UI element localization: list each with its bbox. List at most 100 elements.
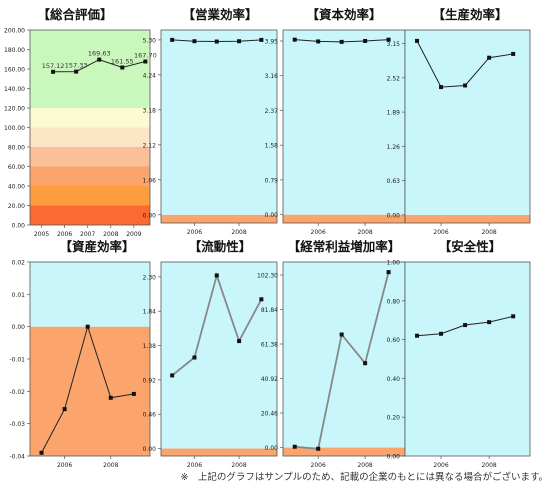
data-point bbox=[74, 69, 79, 74]
background-band bbox=[30, 30, 150, 108]
y-tick-label: 180.00 bbox=[4, 47, 25, 54]
x-tick-label: 2008 bbox=[357, 462, 372, 469]
y-tick-label: 5.30 bbox=[143, 37, 157, 44]
data-point bbox=[487, 320, 492, 325]
y-tick-label: 0.00 bbox=[265, 212, 279, 219]
data-point bbox=[62, 407, 67, 412]
y-tick-label: 1.84 bbox=[143, 309, 157, 316]
x-tick-label: 2006 bbox=[57, 462, 72, 469]
data-point bbox=[143, 59, 148, 64]
x-tick-label: 2006 bbox=[57, 231, 72, 238]
y-tick-label: 0.00 bbox=[12, 324, 26, 331]
y-tick-label: 80.00 bbox=[8, 145, 25, 152]
x-tick-label: 2006 bbox=[187, 229, 202, 236]
y-tick-label: 2.30 bbox=[143, 274, 157, 281]
y-tick-label: 20.00 bbox=[8, 203, 25, 210]
y-tick-label: 40.92 bbox=[261, 376, 278, 383]
x-tick-label: 2008 bbox=[231, 229, 246, 236]
data-point bbox=[170, 37, 175, 42]
background-band bbox=[30, 108, 150, 128]
chart-title: 【経常利益増加率】 bbox=[288, 239, 401, 254]
y-tick-label: 120.00 bbox=[4, 106, 25, 113]
y-tick-label: -0.02 bbox=[9, 389, 25, 396]
chart-panel-8: 【安全性】 0.00 0.20 0.40 0.60 0.80 1.00 2006 2008 bbox=[387, 239, 531, 469]
data-point bbox=[237, 339, 242, 344]
chart-panel-6: 【流動性】 0.00 0.46 0.92 1.38 1.84 2.30 2006 2008 bbox=[143, 239, 278, 469]
background-band bbox=[30, 326, 150, 456]
plot-frame bbox=[160, 29, 278, 224]
y-tick-label: 0.20 bbox=[387, 415, 401, 422]
y-tick-label: 1.89 bbox=[387, 110, 401, 117]
x-tick-label: 2008 bbox=[481, 229, 496, 236]
y-tick-label: 60.00 bbox=[8, 164, 25, 171]
background-band bbox=[30, 186, 150, 206]
y-tick-label: 0.60 bbox=[387, 337, 401, 344]
data-label: 169.63 bbox=[88, 50, 111, 58]
data-label: 157.12 bbox=[42, 62, 65, 70]
x-tick-label: 2005 bbox=[34, 231, 49, 238]
y-tick-label: -0.04 bbox=[9, 454, 25, 461]
data-point bbox=[237, 39, 242, 44]
y-tick-label: 2.12 bbox=[143, 142, 157, 149]
background-band bbox=[161, 262, 277, 449]
y-tick-label: 0.92 bbox=[143, 377, 157, 384]
data-point bbox=[511, 314, 516, 319]
chart-title: 【総合評価】 bbox=[37, 7, 112, 22]
background-band bbox=[161, 30, 277, 215]
data-label: 157.33 bbox=[65, 62, 88, 70]
y-tick-label: 1.38 bbox=[143, 343, 157, 350]
data-point bbox=[386, 37, 391, 42]
y-tick-label: 40.00 bbox=[8, 184, 25, 191]
y-tick-label: 61.38 bbox=[261, 342, 278, 349]
chart-title: 【資産効率】 bbox=[59, 239, 134, 254]
y-tick-label: 1.26 bbox=[387, 144, 401, 151]
data-point bbox=[131, 391, 136, 396]
data-point bbox=[97, 57, 102, 62]
background-band bbox=[30, 262, 150, 327]
plot-frame bbox=[404, 29, 531, 224]
x-tick-label: 2007 bbox=[80, 231, 95, 238]
data-label: 167.70 bbox=[134, 51, 157, 59]
data-point bbox=[415, 38, 420, 43]
x-tick-label: 2008 bbox=[103, 462, 118, 469]
x-tick-label: 2008 bbox=[357, 229, 372, 236]
data-point bbox=[386, 270, 391, 275]
y-tick-label: 0.01 bbox=[12, 292, 26, 299]
chart-panel-3: 【資本効率】 0.00 0.79 1.58 2.37 3.16 3.95 2006 2008 bbox=[265, 7, 406, 236]
y-tick-label: 81.84 bbox=[261, 307, 278, 314]
y-tick-label: 0.63 bbox=[387, 178, 401, 185]
y-tick-label: 3.16 bbox=[265, 73, 279, 80]
data-point bbox=[259, 297, 264, 302]
background-band bbox=[405, 30, 530, 215]
y-tick-label: 0.00 bbox=[265, 445, 279, 452]
y-tick-label: 200.00 bbox=[4, 28, 25, 35]
y-tick-label: 0.00 bbox=[143, 212, 157, 219]
background-band bbox=[405, 214, 530, 223]
x-tick-label: 2008 bbox=[103, 231, 118, 238]
y-tick-label: 102.30 bbox=[257, 272, 278, 279]
x-tick-label: 2009 bbox=[126, 231, 141, 238]
background-band bbox=[161, 214, 277, 223]
data-point bbox=[39, 450, 44, 455]
background-band bbox=[283, 30, 405, 215]
y-tick-label: 0.79 bbox=[265, 177, 279, 184]
data-point bbox=[439, 331, 444, 336]
data-point bbox=[487, 55, 492, 60]
data-point bbox=[292, 37, 297, 42]
x-tick-label: 2006 bbox=[311, 462, 326, 469]
data-point bbox=[511, 51, 516, 56]
y-tick-label: 0.40 bbox=[387, 376, 401, 383]
data-point bbox=[51, 69, 56, 74]
plot-frame bbox=[160, 261, 278, 457]
y-tick-label: -0.03 bbox=[9, 421, 25, 428]
y-tick-label: 100.00 bbox=[4, 125, 25, 132]
chart-title: 【生産効率】 bbox=[432, 7, 507, 22]
data-point bbox=[463, 323, 468, 328]
chart-title: 【営業効率】 bbox=[182, 7, 257, 22]
chart-panel-7: 【経常利益増加率】 0.00 20.46 40.92 61.38 81.84 102.30 2… bbox=[257, 239, 406, 469]
background-band bbox=[161, 448, 277, 456]
y-tick-label: 0.46 bbox=[143, 412, 157, 419]
y-tick-label: 3.95 bbox=[265, 38, 279, 45]
data-point bbox=[214, 273, 219, 278]
y-tick-label: 0.00 bbox=[143, 446, 157, 453]
